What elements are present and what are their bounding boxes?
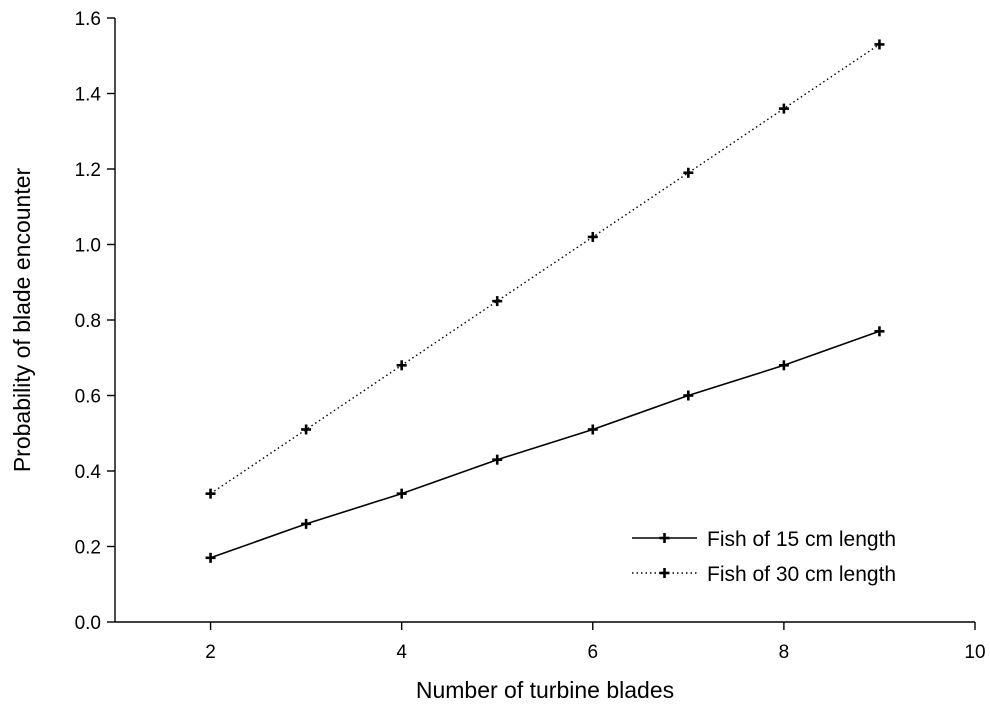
data-point (396, 360, 407, 371)
legend-marker (659, 568, 670, 578)
data-point (874, 39, 885, 50)
y-ticks: 0.0 0.2 0.4 0.6 0.8 1.0 1.2 1.4 1.6 (75, 9, 115, 634)
y-tick-label: 0.4 (75, 462, 102, 483)
x-axis-title: Number of turbine blades (416, 677, 674, 703)
legend: Fish of 15 cm length Fish of 30 cm lengt… (632, 528, 896, 586)
legend-label-15cm: Fish of 15 cm length (707, 528, 896, 551)
y-tick-label: 1.6 (75, 9, 101, 30)
y-tick-label: 0.6 (75, 387, 101, 408)
series-1 (205, 39, 885, 499)
y-axis-title: Probability of blade encounter (9, 168, 35, 473)
y-tick-label: 1.4 (75, 85, 102, 106)
data-point (587, 231, 598, 242)
x-tick-label: 6 (587, 642, 598, 663)
y-tick-label: 1.0 (75, 236, 101, 257)
series-line (210, 43, 880, 495)
x-ticks: 2 4 6 8 10 (205, 622, 986, 663)
y-tick-label: 0.2 (75, 538, 101, 559)
y-tick-label: 0.8 (75, 311, 101, 332)
data-point (778, 103, 789, 114)
data-point (301, 424, 312, 435)
legend-label-30cm: Fish of 30 cm length (707, 563, 896, 586)
series-0 (205, 326, 885, 563)
legend-item-15cm: Fish of 15 cm length (632, 528, 896, 551)
data-point (778, 360, 789, 371)
data-point (874, 326, 885, 337)
data-point (205, 488, 216, 499)
data-point (683, 390, 694, 401)
x-tick-label: 10 (964, 642, 985, 663)
data-point (587, 424, 598, 435)
data-point (396, 488, 407, 499)
x-tick-label: 4 (396, 642, 407, 663)
y-tick-label: 1.2 (75, 160, 101, 181)
data-point (492, 454, 503, 465)
data-point (205, 552, 216, 563)
legend-item-30cm: Fish of 30 cm length (632, 563, 896, 586)
y-tick-label: 0.0 (75, 613, 101, 634)
series-layer (205, 39, 885, 563)
x-tick-label: 8 (779, 642, 790, 663)
legend-marker (659, 533, 670, 543)
series-line (210, 330, 880, 559)
data-point (683, 167, 694, 178)
data-point (492, 296, 503, 307)
x-tick-label: 2 (205, 642, 216, 663)
data-point (301, 518, 312, 529)
